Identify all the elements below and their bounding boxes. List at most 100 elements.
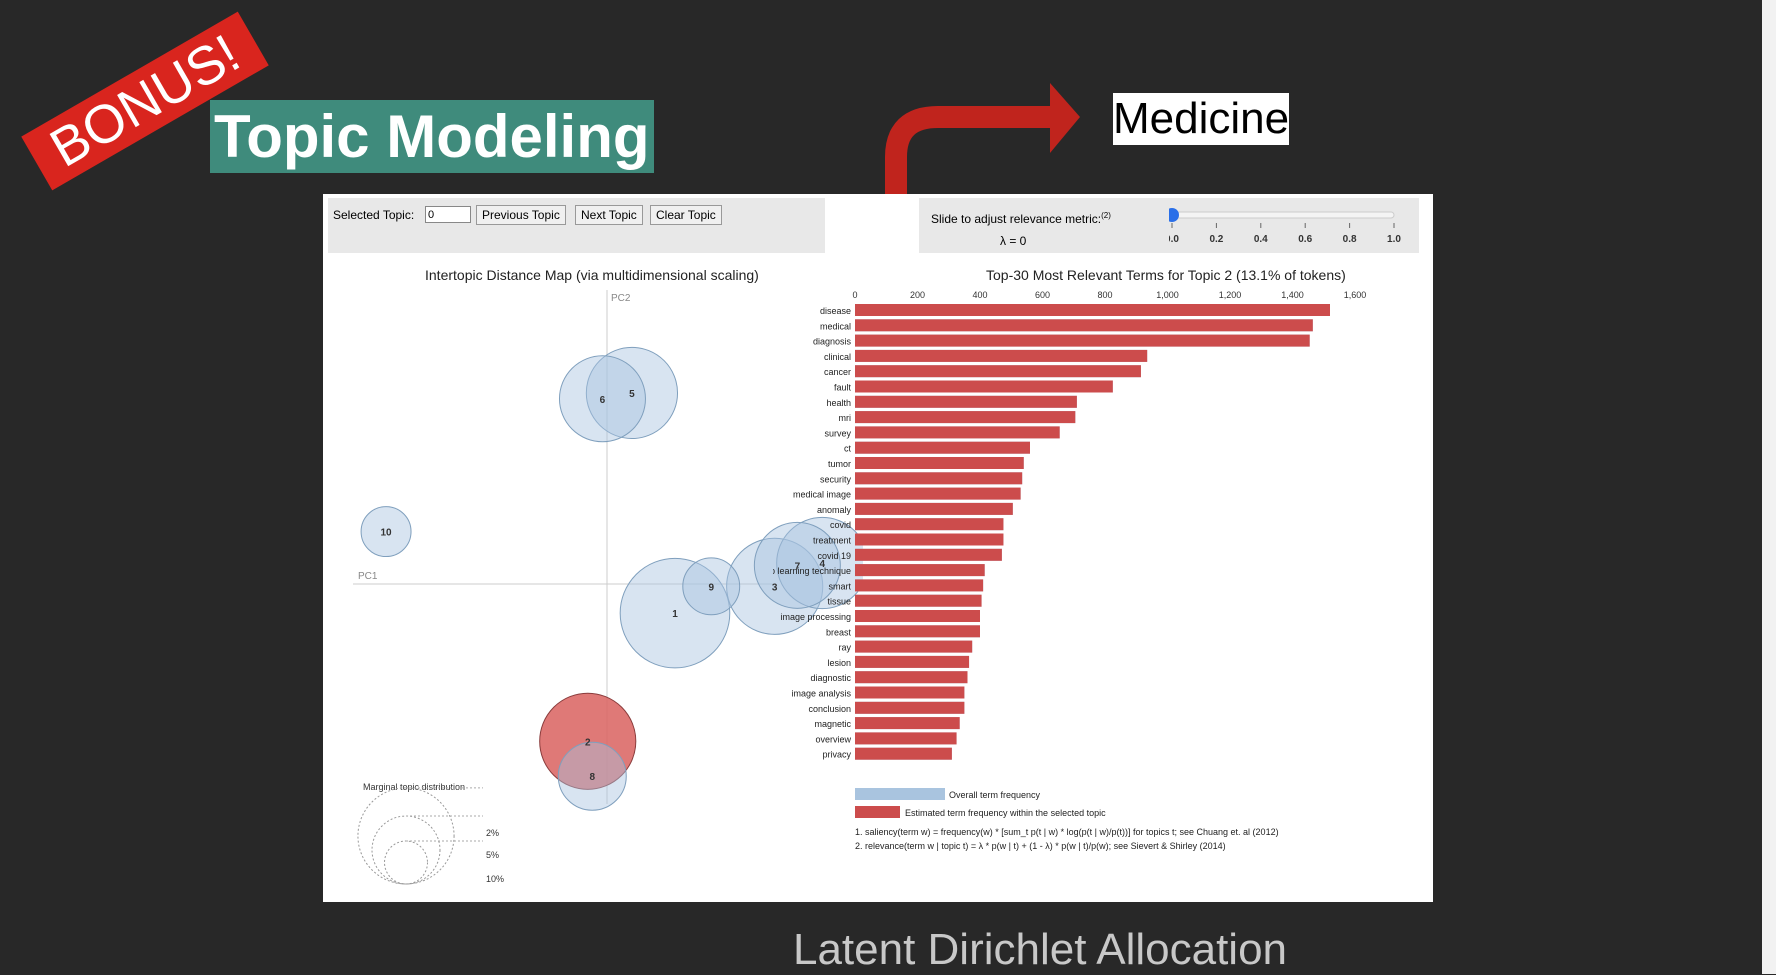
- bar-topic: [855, 610, 980, 622]
- bar-topic: [855, 671, 968, 684]
- topic-arrow-icon: [885, 83, 1080, 297]
- bar-topic: [855, 717, 960, 730]
- term-label: magnetic: [814, 719, 851, 729]
- bar-topic: [855, 441, 1030, 454]
- topic-bubble: [360, 506, 412, 558]
- term-label: breast: [826, 627, 852, 637]
- marginal-legend-circle: [357, 787, 455, 885]
- intertopic-distance-map: PC1 PC2 1 2 3 4 5 6 7 8 9 10 Marginal topic distribu…: [353, 290, 863, 885]
- legend-topic-label: Estimated term frequency within the sele…: [905, 808, 1106, 818]
- topic-label-medicine: Medicine: [1113, 93, 1290, 145]
- topic-bubble-label: 7: [795, 561, 801, 572]
- bar-topic: [855, 548, 1002, 561]
- x-tick-label: 800: [1097, 290, 1112, 300]
- term-label: ct: [844, 444, 852, 454]
- term-label: survey: [824, 428, 851, 438]
- term-label: disease: [820, 306, 851, 316]
- term-label: health: [826, 398, 851, 408]
- bar-topic: [855, 533, 1004, 546]
- slider-knob[interactable]: [1169, 208, 1179, 222]
- marginal-legend-label: 2%: [486, 828, 499, 838]
- topic-bubble: [539, 692, 637, 790]
- term-label: cancer: [824, 367, 851, 377]
- bar-topic: [855, 334, 1310, 347]
- x-tick-label: 1,200: [1219, 290, 1242, 300]
- slider-tick-label: 0.0: [1169, 234, 1179, 245]
- term-bar-chart: 0 200 400 600 800 1,000 1,200 1,400 1,600 disease…: [773, 290, 1366, 851]
- topic-controls: Selected Topic: Previous Topic Next Topi…: [328, 198, 825, 253]
- marginal-legend-label: 5%: [486, 850, 499, 860]
- x-tick-label: 0: [852, 290, 857, 300]
- topic-bubble: [558, 355, 646, 443]
- slider-tick-label: 0.2: [1209, 234, 1223, 245]
- bar-topic: [855, 426, 1060, 439]
- term-label: diagnostic: [810, 673, 851, 683]
- term-label: overview: [815, 734, 851, 744]
- marginal-legend-circle: [371, 815, 441, 885]
- marginal-legend-label: 10%: [486, 874, 504, 884]
- relevance-slider[interactable]: 0.0 0.2 0.4 0.6 0.8 1.0: [1169, 204, 1409, 250]
- bar-topic: [855, 349, 1148, 362]
- previous-topic-button[interactable]: Previous Topic: [476, 205, 566, 225]
- bar-topic: [855, 365, 1141, 378]
- slide-title: Topic Modeling: [210, 100, 654, 173]
- topic-bubble-label: 4: [819, 559, 825, 570]
- term-label: deep learning technique: [773, 566, 851, 576]
- topic-bubble-label: 8: [589, 772, 595, 783]
- bar-topic: [855, 457, 1024, 469]
- topic-bubble: [557, 741, 627, 811]
- slide-subtitle: Latent Dirichlet Allocation: [792, 925, 1288, 974]
- next-topic-button[interactable]: Next Topic: [575, 205, 643, 225]
- pc1-label: PC1: [358, 571, 378, 582]
- term-label: tissue: [827, 597, 851, 607]
- topic-bubble-label: 1: [672, 609, 678, 620]
- bar-topic: [855, 564, 985, 577]
- ldavis-panel: Selected Topic: Previous Topic Next Topi…: [323, 194, 1433, 902]
- bar-topic: [855, 579, 984, 592]
- x-tick-label: 400: [972, 290, 987, 300]
- selected-topic-input[interactable]: [425, 206, 471, 223]
- bar-topic: [855, 502, 1013, 515]
- legend-overall-label: Overall term frequency: [949, 790, 1041, 800]
- term-label: smart: [829, 581, 852, 591]
- bar-topic: [855, 701, 965, 714]
- right-edge-strip: [1762, 0, 1776, 974]
- term-label: diagnosis: [813, 337, 852, 347]
- topic-bubble: [776, 516, 863, 610]
- x-tick-label: 200: [910, 290, 925, 300]
- bar-topic: [855, 594, 982, 607]
- bar-topic: [855, 732, 957, 745]
- term-label: treatment: [813, 536, 852, 546]
- topic-bubble-label: 10: [381, 528, 393, 539]
- footnote: 2. relevance(term w | topic t) = λ * p(w…: [855, 841, 1226, 851]
- bar-topic: [855, 655, 970, 668]
- marginal-legend-circle: [384, 840, 428, 885]
- topic-bubble: [682, 557, 741, 616]
- topic-bubble-label: 9: [708, 582, 714, 593]
- term-label: security: [820, 474, 852, 484]
- term-label: covid: [830, 520, 851, 530]
- term-label: image processing: [780, 612, 851, 622]
- clear-topic-button[interactable]: Clear Topic: [650, 205, 722, 225]
- term-label: fault: [834, 383, 852, 393]
- marginal-legend-title: Marginal topic distribution: [363, 782, 465, 792]
- bar-topic: [855, 472, 1023, 485]
- pc2-label: PC2: [611, 293, 631, 304]
- x-tick-label: 1,400: [1281, 290, 1304, 300]
- term-label: privacy: [822, 750, 851, 760]
- bar-topic: [855, 395, 1077, 408]
- distance-map-title: Intertopic Distance Map (via multidimens…: [425, 267, 759, 283]
- x-tick-label: 600: [1035, 290, 1050, 300]
- relevance-controls: Slide to adjust relevance metric:(2) λ =…: [919, 198, 1419, 253]
- term-label: clinical: [824, 352, 851, 362]
- topic-bubble: [726, 537, 824, 635]
- topic-bubble: [753, 521, 841, 609]
- term-label: lesion: [827, 658, 851, 668]
- legend-overall-swatch: [855, 788, 945, 800]
- bar-topic: [855, 380, 1113, 393]
- topic-bubble-label: 3: [772, 582, 778, 593]
- bar-chart-title: Top-30 Most Relevant Terms for Topic 2 (…: [986, 267, 1346, 283]
- slider-tick-label: 0.4: [1254, 234, 1268, 245]
- term-label: image analysis: [791, 689, 851, 699]
- topic-bubble-label: 5: [629, 389, 635, 400]
